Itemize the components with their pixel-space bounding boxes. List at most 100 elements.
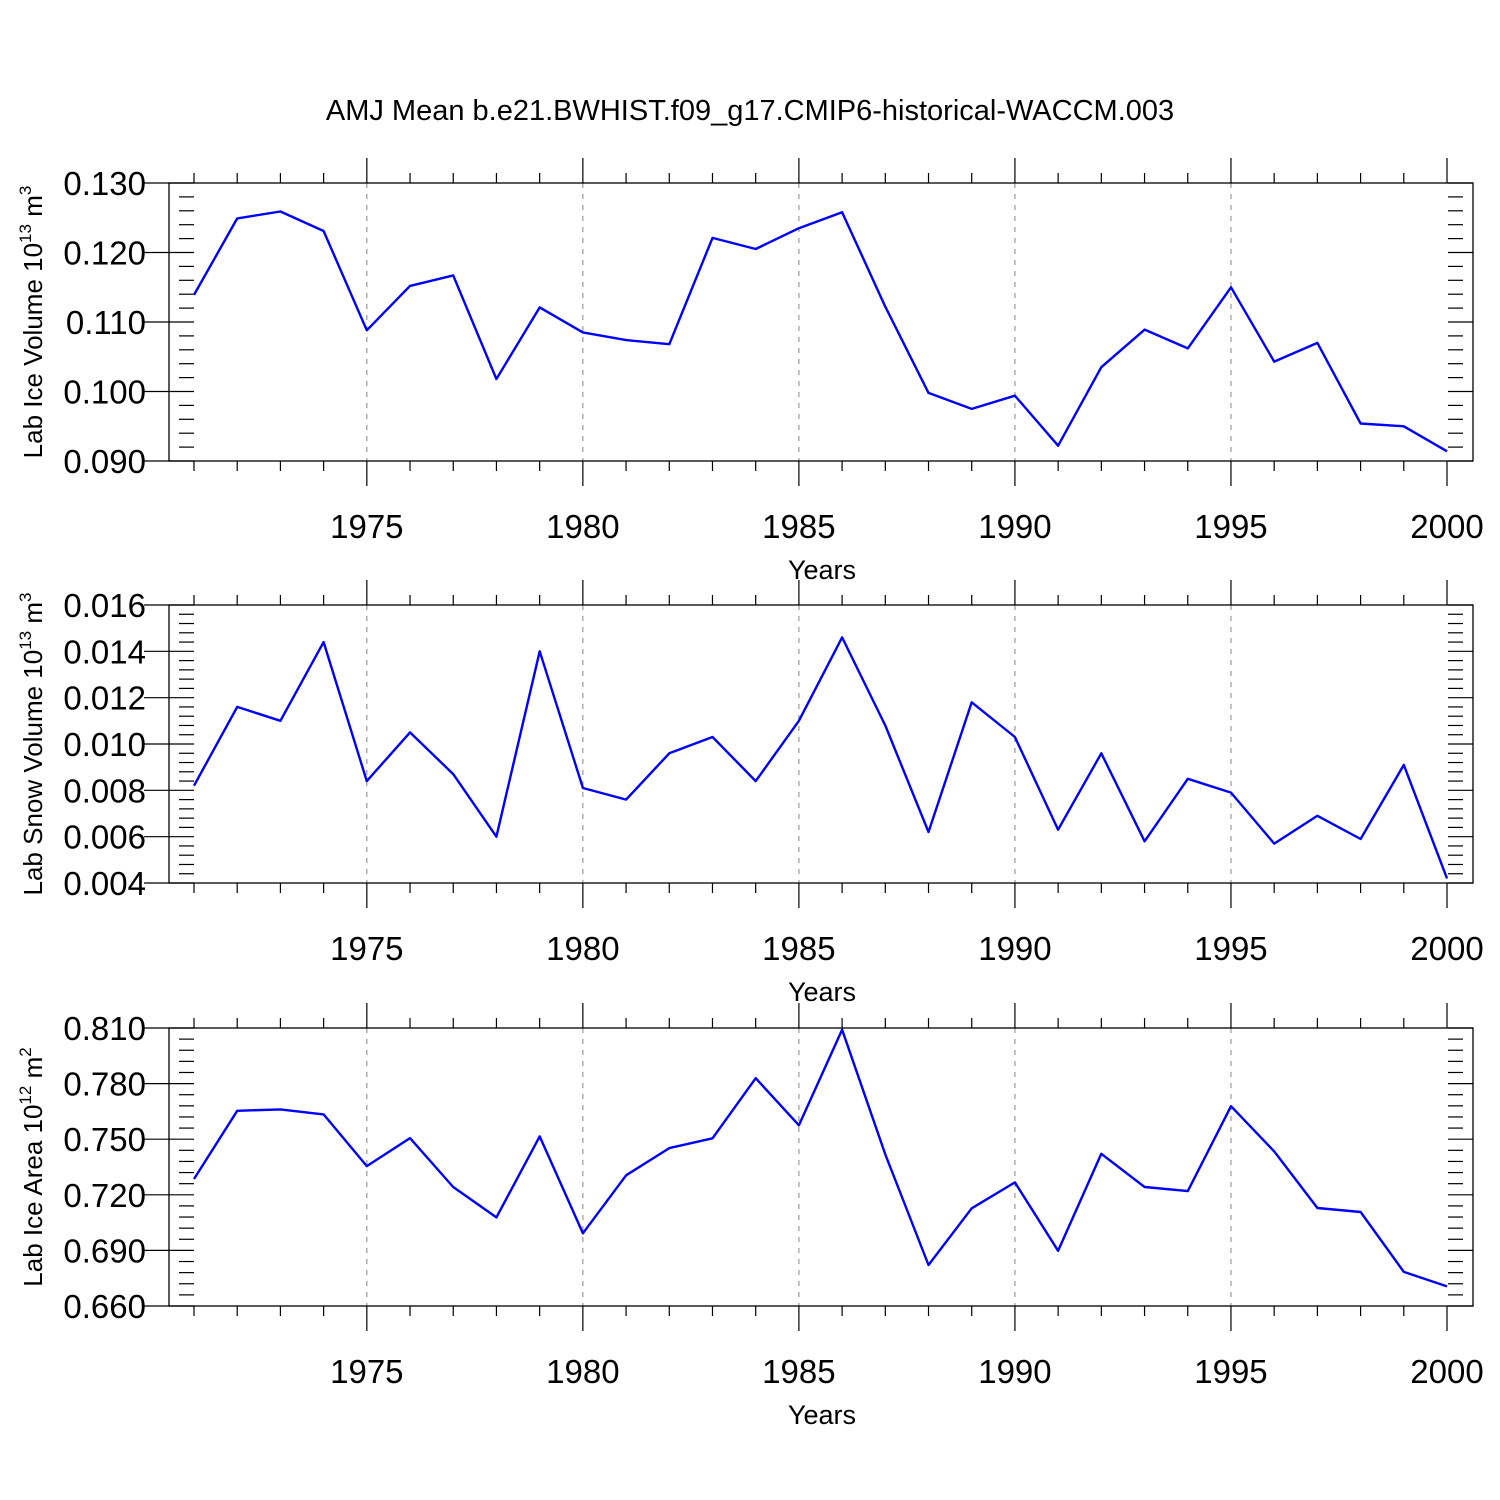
data-point xyxy=(1359,421,1363,425)
data-point xyxy=(624,338,628,342)
data-point xyxy=(624,1173,628,1177)
data-point xyxy=(322,1112,326,1116)
data-point xyxy=(1315,341,1319,345)
data-point xyxy=(1315,1206,1319,1210)
data-point xyxy=(1445,1284,1449,1288)
y-tick-label: 0.130 xyxy=(63,165,146,202)
data-point xyxy=(365,779,369,783)
data-point xyxy=(1402,763,1406,767)
data-point xyxy=(235,216,239,220)
panel-2: 1975 1980 1985 1990 1995 2000 0.004 0.006 0.008 0… xyxy=(16,580,1484,1007)
data-point xyxy=(538,649,542,653)
data-point xyxy=(927,830,931,834)
data-point xyxy=(538,1134,542,1138)
data-point xyxy=(192,784,196,788)
data-point xyxy=(970,700,974,704)
y-tick-label: 0.780 xyxy=(63,1066,146,1103)
data-point xyxy=(278,209,282,213)
data-point xyxy=(451,1185,455,1189)
data-point xyxy=(494,377,498,381)
plot-frame xyxy=(168,182,1474,462)
data-point xyxy=(883,723,887,727)
data-point xyxy=(408,1136,412,1140)
x-tick-label: 1990 xyxy=(978,1353,1051,1390)
data-point xyxy=(408,284,412,288)
data-point xyxy=(754,1076,758,1080)
x-tick-label: 1995 xyxy=(1194,1353,1267,1390)
y-tick-label: 0.100 xyxy=(63,374,146,411)
x-tick-label: 1985 xyxy=(762,1353,835,1390)
data-point xyxy=(1143,839,1147,843)
data-point xyxy=(797,719,801,723)
data-point xyxy=(1445,449,1449,453)
data-point xyxy=(365,1164,369,1168)
y-tick-label: 0.004 xyxy=(63,865,146,902)
x-tick-label: 2000 xyxy=(1410,1353,1483,1390)
data-point xyxy=(754,779,758,783)
y-tick-label: 0.110 xyxy=(66,304,146,341)
data-point xyxy=(1402,1270,1406,1274)
series-line xyxy=(192,210,1448,453)
data-point xyxy=(192,293,196,297)
data-point xyxy=(1315,814,1319,818)
data-point xyxy=(322,229,326,233)
data-point xyxy=(883,305,887,309)
data-point xyxy=(797,1123,801,1127)
y-tick-label: 0.090 xyxy=(63,443,146,480)
x-tick-label: 1980 xyxy=(546,508,619,545)
x-tick-label: 1990 xyxy=(978,508,1051,545)
y-tick-label: 0.012 xyxy=(63,680,146,717)
data-point xyxy=(710,236,714,240)
x-axis-title: Years xyxy=(788,1400,856,1430)
data-point xyxy=(1272,1149,1276,1153)
y-axis-title: Lab Snow Volume 1013 m3 xyxy=(16,592,48,895)
data-point xyxy=(970,1206,974,1210)
data-point xyxy=(278,1107,282,1111)
x-tick-label: 1975 xyxy=(330,1353,403,1390)
data-point xyxy=(1229,1104,1233,1108)
y-axis-title: Lab Ice Area 1012 m2 xyxy=(16,1047,48,1286)
data-point xyxy=(1143,328,1147,332)
y-tick-label: 0.750 xyxy=(63,1121,146,1158)
x-tick-label: 1975 xyxy=(330,508,403,545)
data-point xyxy=(1099,1152,1103,1156)
y-tick-label: 0.008 xyxy=(63,772,146,809)
data-point xyxy=(1099,365,1103,369)
data-point xyxy=(581,786,585,790)
chart-title: AMJ Mean b.e21.BWHIST.f09_g17.CMIP6-hist… xyxy=(326,95,1174,127)
data-point xyxy=(581,1231,585,1235)
data-point xyxy=(710,735,714,739)
data-point xyxy=(235,705,239,709)
data-point xyxy=(1099,751,1103,755)
data-point xyxy=(1186,1189,1190,1193)
data-point xyxy=(1056,828,1060,832)
data-point xyxy=(1229,285,1233,289)
x-tick-label: 2000 xyxy=(1410,930,1483,967)
data-point xyxy=(192,1177,196,1181)
data-point xyxy=(667,342,671,346)
data-point xyxy=(754,247,758,251)
data-point xyxy=(408,730,412,734)
data-point xyxy=(840,635,844,639)
x-tick-label: 1985 xyxy=(762,930,835,967)
data-point xyxy=(797,226,801,230)
data-point xyxy=(1402,424,1406,428)
data-point xyxy=(667,1146,671,1150)
y-tick-label: 0.720 xyxy=(63,1177,146,1214)
data-point xyxy=(840,210,844,214)
y-tick-label: 0.810 xyxy=(63,1010,146,1047)
data-point xyxy=(1056,1249,1060,1253)
x-tick-label: 1985 xyxy=(762,508,835,545)
y-tick-label: 0.690 xyxy=(63,1232,146,1269)
y-tick-label: 0.010 xyxy=(63,726,146,763)
data-point xyxy=(538,305,542,309)
data-point xyxy=(322,640,326,644)
x-tick-label: 2000 xyxy=(1410,508,1483,545)
y-tick-label: 0.660 xyxy=(63,1288,146,1325)
data-point xyxy=(1272,842,1276,846)
x-tick-label: 1995 xyxy=(1194,930,1267,967)
series-line xyxy=(192,636,1449,879)
y-axis-title: Lab Ice Volume 1013 m3 xyxy=(16,186,48,459)
data-point xyxy=(1013,735,1017,739)
